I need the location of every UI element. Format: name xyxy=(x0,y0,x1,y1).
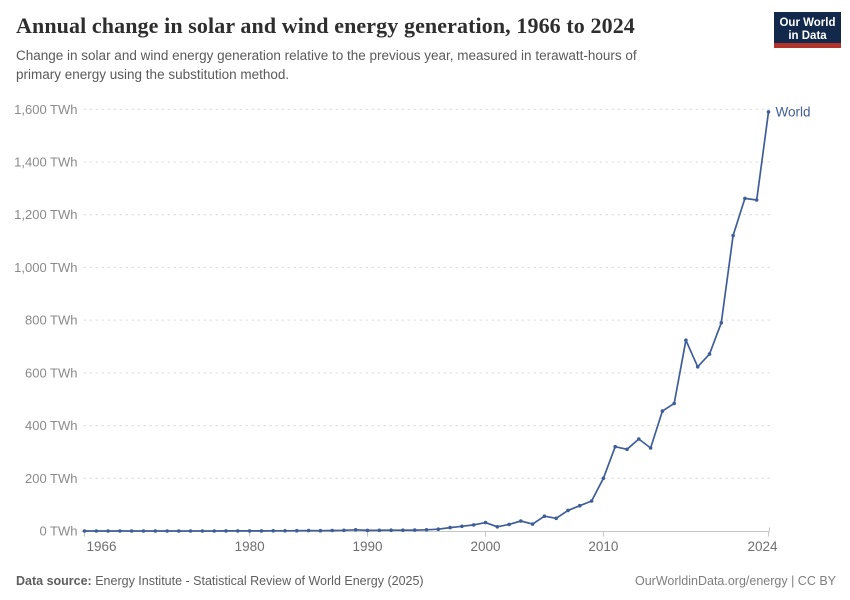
data-point xyxy=(566,508,570,513)
chart-subtitle: Change in solar and wind energy generati… xyxy=(16,47,736,84)
data-point xyxy=(271,529,276,533)
owid-logo: Our World in Data xyxy=(774,12,841,48)
chart-header: Annual change in solar and wind energy g… xyxy=(16,13,755,84)
data-point xyxy=(554,516,558,521)
x-axis-tick-label: 2024 xyxy=(747,539,778,554)
x-axis-tick-label: 1980 xyxy=(235,539,265,554)
data-point xyxy=(589,499,594,503)
x-axis-tick-label: 1966 xyxy=(87,539,117,554)
data-point xyxy=(495,525,500,529)
series-world: World xyxy=(82,104,811,533)
data-point xyxy=(188,529,193,533)
data-point xyxy=(519,519,523,523)
data-source-label: Data source: xyxy=(16,574,92,588)
data-point xyxy=(82,529,87,533)
data-point xyxy=(153,529,158,533)
data-point xyxy=(637,437,641,441)
world-line xyxy=(83,111,770,532)
data-point xyxy=(625,447,629,452)
data-point xyxy=(200,529,205,533)
data-point xyxy=(353,528,358,532)
y-axis-tick-label: 1,600 TWh xyxy=(14,102,77,117)
data-point xyxy=(707,352,712,356)
data-point xyxy=(460,524,464,529)
x-axis-tick-label: 2000 xyxy=(470,539,500,554)
data-point xyxy=(177,529,181,533)
grid-lines: 0 TWh 200 TWh 400 TWh 600 TWh 800 TWh 1,000 T… xyxy=(14,102,771,539)
data-point xyxy=(601,476,606,481)
y-axis-tick-label: 1,400 TWh xyxy=(14,155,77,170)
data-point xyxy=(129,529,134,533)
data-point xyxy=(236,529,240,533)
y-axis-tick-label: 0 TWh xyxy=(39,524,77,539)
data-point xyxy=(224,529,228,533)
data-point xyxy=(94,529,99,533)
chart-footer: Data source: Energy Institute - Statisti… xyxy=(16,574,836,588)
x-axis-tick-label: 2010 xyxy=(588,539,618,554)
owid-logo-line1: Our World xyxy=(779,17,836,29)
data-point xyxy=(212,529,216,533)
data-point xyxy=(295,528,299,533)
data-point xyxy=(542,514,547,518)
data-point xyxy=(684,338,688,343)
data-point xyxy=(165,529,169,533)
data-point xyxy=(141,529,146,533)
data-point xyxy=(424,528,429,532)
data-point xyxy=(306,528,311,533)
data-point xyxy=(743,196,747,201)
y-axis-tick-label: 1,200 TWh xyxy=(14,207,77,222)
data-point xyxy=(471,523,476,527)
y-axis-tick-label: 600 TWh xyxy=(25,365,78,380)
data-point xyxy=(247,529,252,533)
y-axis-tick-label: 200 TWh xyxy=(25,471,78,486)
data-point xyxy=(283,529,287,533)
data-point xyxy=(389,528,393,532)
owid-logo-line2: in Data xyxy=(788,30,827,42)
data-point xyxy=(731,233,735,238)
data-point xyxy=(754,198,759,202)
data-point xyxy=(483,520,488,525)
data-point xyxy=(436,527,441,531)
data-point xyxy=(578,503,582,508)
y-axis-tick-label: 800 TWh xyxy=(25,313,78,328)
y-axis-tick-label: 400 TWh xyxy=(25,418,78,433)
data-point xyxy=(448,525,452,530)
data-point xyxy=(377,528,382,533)
chart-subtitle-line2: primary energy using the substitution me… xyxy=(16,66,290,82)
x-axis-tick-label: 1990 xyxy=(352,539,382,554)
data-point xyxy=(660,409,665,413)
chart-subtitle-line1: Change in solar and wind energy generati… xyxy=(16,48,637,63)
x-axis: 1966 1980 1990 2000 2010 2024 xyxy=(81,527,778,554)
series-end-label: World xyxy=(776,104,811,119)
data-point xyxy=(613,444,617,449)
data-point xyxy=(530,522,535,526)
chart-title: Annual change in solar and wind energy g… xyxy=(16,13,635,38)
data-point xyxy=(695,365,700,369)
data-source-text: Energy Institute - Statistical Review of… xyxy=(91,574,424,588)
data-point xyxy=(766,110,771,114)
data-point xyxy=(401,528,405,532)
data-point xyxy=(719,321,724,325)
data-point xyxy=(507,522,511,527)
data-point xyxy=(342,528,346,533)
data-point xyxy=(648,446,653,450)
data-source: Data source: Energy Institute - Statisti… xyxy=(16,574,424,588)
data-point xyxy=(330,528,335,533)
footer-attribution: OurWorldinData.org/energy | CC BY xyxy=(634,574,836,588)
data-point xyxy=(365,528,370,533)
data-point xyxy=(118,529,122,533)
data-point xyxy=(318,528,323,533)
data-point xyxy=(106,529,110,533)
data-point xyxy=(412,528,417,532)
data-point xyxy=(259,529,264,533)
y-axis-tick-label: 1,000 TWh xyxy=(14,260,77,275)
data-point xyxy=(672,401,676,406)
